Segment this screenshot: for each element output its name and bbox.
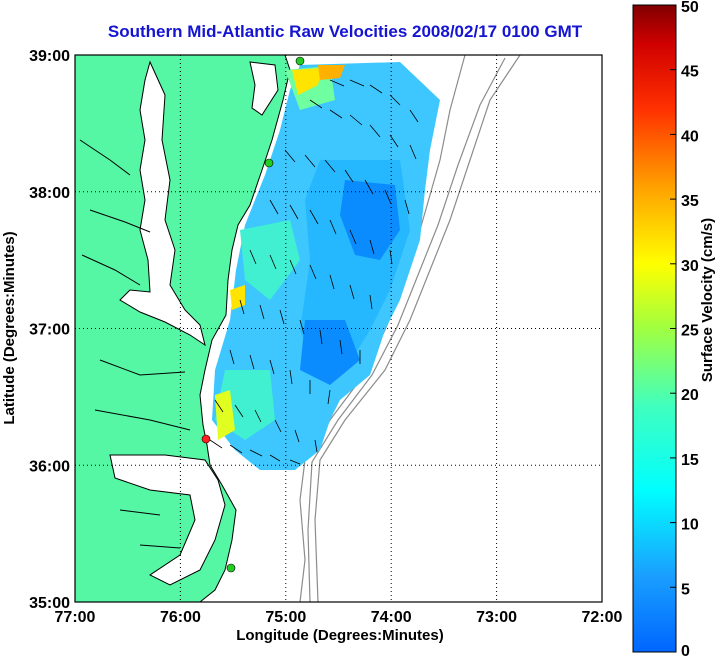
y-tick-label: 39:00 <box>29 48 70 65</box>
x-tick-label: 73:00 <box>476 609 517 626</box>
y-tick-label: 35:00 <box>29 595 70 612</box>
x-tick-label: 76:00 <box>160 609 201 626</box>
y-tick-label: 37:00 <box>29 322 70 339</box>
chesapeake-bay <box>119 60 206 347</box>
colorbar-tick-label: 20 <box>681 387 699 404</box>
colorbar-label: Surface Velocity (cm/s) <box>699 218 716 382</box>
river <box>79 139 191 549</box>
plot-frame <box>74 54 603 603</box>
bathymetry-contour <box>307 57 506 602</box>
velocity-arrows <box>209 79 419 465</box>
colorbar <box>632 4 677 653</box>
site-marker <box>264 158 274 168</box>
colorbar-tick-label: 10 <box>681 517 699 534</box>
pamlico-sound <box>109 454 226 586</box>
x-tick-label: 72:00 <box>582 609 623 626</box>
colorbar-tick-label: 35 <box>681 193 699 210</box>
x-tick-label: 74:00 <box>371 609 412 626</box>
y-tick-label: 38:00 <box>29 185 70 202</box>
map-title: Southern Mid-Atlantic Raw Velocities 200… <box>107 22 583 41</box>
x-axis-label: Longitude (Degrees:Minutes) <box>236 627 444 644</box>
delaware-bay <box>249 61 279 116</box>
x-tick-label: 75:00 <box>265 609 306 626</box>
site-marker <box>295 56 305 66</box>
colorbar-tick-label: 30 <box>681 258 699 275</box>
site-marker-alert <box>201 434 211 444</box>
colorbar-tick-label: 15 <box>681 452 699 469</box>
colorbar-tick-label: 50 <box>681 0 699 16</box>
x-tick-labels: 77:00 76:00 75:00 74:00 73:00 72:00 <box>55 609 623 626</box>
bathymetry-contour <box>314 55 521 602</box>
y-tick-label: 36:00 <box>29 458 70 475</box>
colorbar-ticks <box>670 4 676 653</box>
colorbar-tick-label: 40 <box>681 128 699 145</box>
colorbar-tick-label: 45 <box>681 64 699 81</box>
y-tick-labels: 39:00 38:00 37:00 36:00 35:00 <box>29 48 70 612</box>
x-tick-label: 77:00 <box>55 609 96 626</box>
site-marker <box>226 563 236 573</box>
colorbar-tick-label: 5 <box>681 581 690 598</box>
colorbar-tick-label: 25 <box>681 323 699 340</box>
y-axis-label: Latitude (Degrees:Minutes) <box>1 231 18 424</box>
colorbar-tick-labels: 50 45 40 35 30 25 20 15 10 5 0 <box>681 0 699 659</box>
colorbar-tick-label: 0 <box>681 643 690 659</box>
